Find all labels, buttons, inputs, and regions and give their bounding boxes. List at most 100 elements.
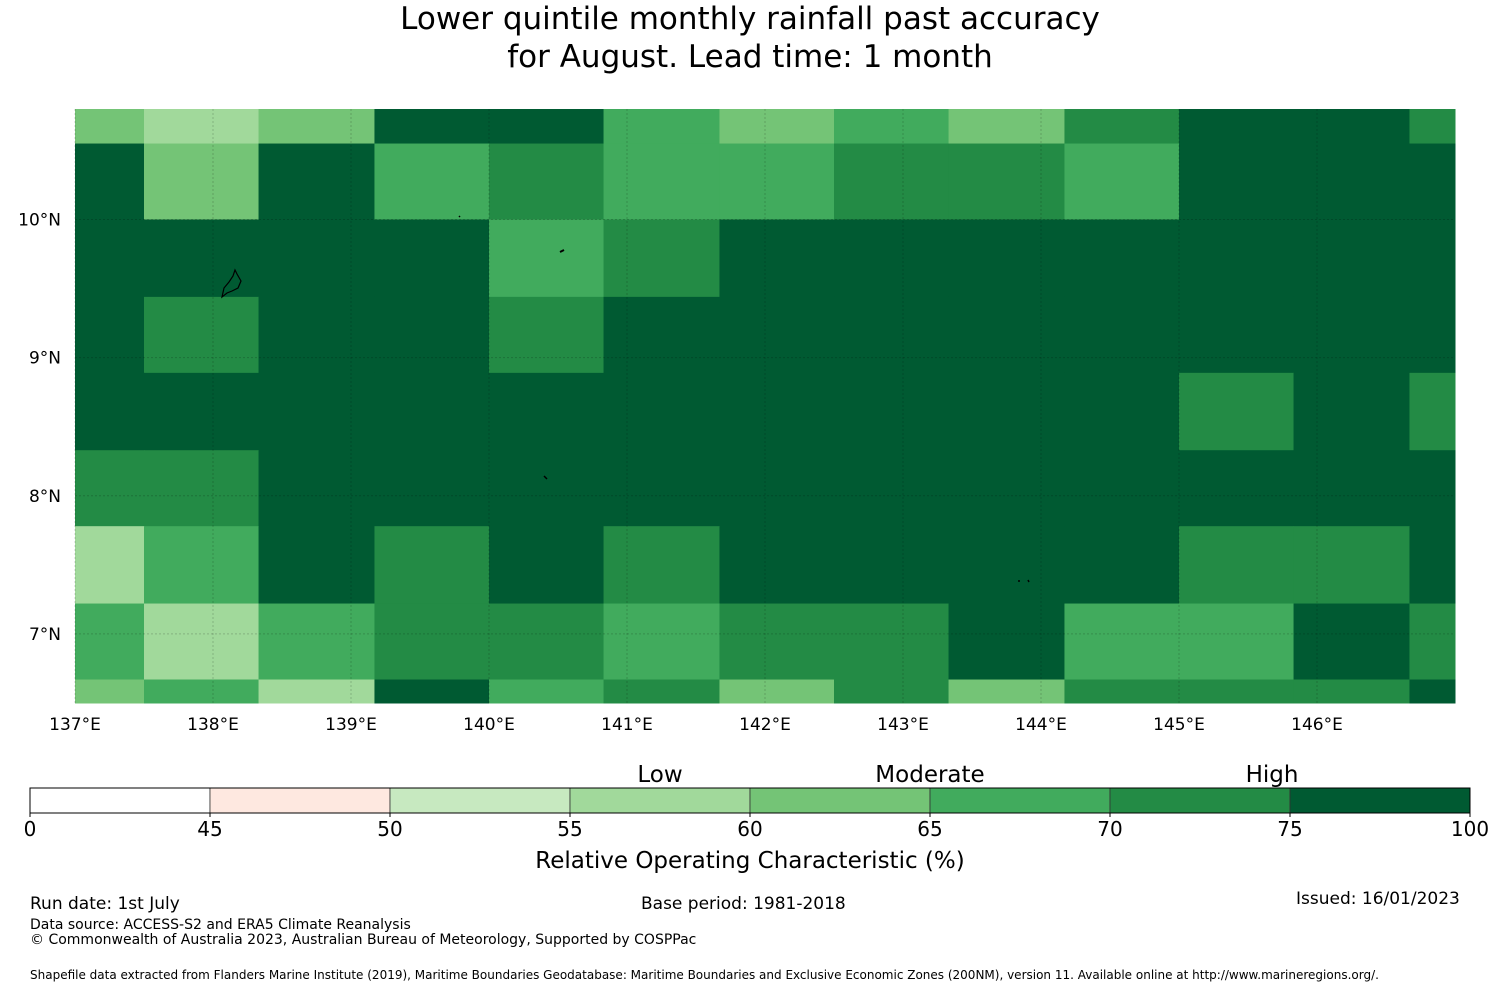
heatmap-cell	[75, 109, 145, 145]
heatmap-cell	[1179, 526, 1295, 605]
colorbar-segment	[1109, 787, 1291, 814]
heatmap-cell	[1409, 450, 1456, 527]
colorbar-segment	[389, 787, 571, 814]
heatmap-cell	[1409, 219, 1456, 298]
y-tick-label: 7°N	[29, 625, 61, 645]
x-tick-label: 145°E	[1153, 715, 1205, 735]
x-tick-label: 138°E	[187, 715, 239, 735]
y-tick-label: 9°N	[29, 349, 61, 369]
heatmap-cell	[144, 526, 260, 605]
run-date: Run date: 1st July	[30, 894, 180, 914]
heatmap-cell	[603, 603, 720, 681]
heatmap-cell	[1409, 679, 1456, 704]
data-source: Data source: ACCESS-S2 and ERA5 Climate …	[30, 917, 411, 933]
heatmap-cell	[719, 372, 835, 451]
y-tick-label: 8°N	[29, 487, 61, 507]
x-axis-ticks: 137°E 138°E 139°E 140°E 141°E 142°E 143°E 144°E…	[49, 715, 1343, 735]
heatmap-cell	[489, 372, 605, 451]
heatmap-cell	[1179, 219, 1295, 298]
heatmap-cell	[948, 450, 1065, 527]
heatmap-cell	[834, 526, 950, 605]
heatmap-cell	[489, 143, 605, 221]
heatmap-cell	[144, 296, 260, 374]
heatmap-cell	[374, 296, 490, 374]
colorbar-category-label: Moderate	[875, 762, 984, 788]
heatmap-cell	[75, 603, 145, 681]
heatmap-cell	[75, 143, 145, 221]
colorbar-axis-label: Relative Operating Characteristic (%)	[535, 848, 964, 874]
heatmap-cell	[603, 296, 720, 374]
heatmap-cell	[1064, 109, 1180, 145]
heatmap-cell	[75, 372, 145, 451]
heatmap-cell	[144, 679, 260, 704]
x-tick-label: 142°E	[739, 715, 791, 735]
heatmap-cell	[1293, 526, 1410, 605]
x-tick-label: 141°E	[601, 715, 653, 735]
heatmap-cell	[948, 372, 1065, 451]
heatmap-cell	[1409, 296, 1456, 374]
heatmap-cell	[258, 603, 375, 681]
island-outline	[458, 215, 461, 218]
heatmap-cell	[374, 450, 490, 527]
heatmap-cell	[948, 219, 1065, 298]
y-axis-ticks: 10°N 9°N 8°N 7°N	[18, 211, 61, 645]
heatmap-cell	[834, 372, 950, 451]
heatmap-cell	[144, 603, 260, 681]
heatmap-cell	[1064, 372, 1180, 451]
heatmap-cell	[1293, 450, 1410, 527]
colorbar: 0 45 50 55 60 65 70 75 100 Low Moderate High Relativ…	[24, 762, 1489, 874]
heatmap-cell	[75, 679, 145, 704]
heatmap-cell	[258, 109, 375, 145]
heatmap-cell	[1064, 296, 1180, 374]
heatmap-cell	[603, 109, 720, 145]
heatmap-cell	[258, 526, 375, 605]
x-tick-label: 144°E	[1015, 715, 1067, 735]
island-outline	[559, 249, 565, 253]
heatmap-cell	[1409, 526, 1456, 605]
heatmap-cell	[75, 296, 145, 374]
heatmap-cell	[719, 526, 835, 605]
chart-title-line-1: Lower quintile monthly rainfall past acc…	[400, 1, 1100, 37]
colorbar-segment	[749, 787, 931, 814]
heatmap-cell	[258, 296, 375, 374]
heatmap-cell	[1179, 679, 1295, 704]
heatmap-cell	[603, 219, 720, 298]
colorbar-category-label: Low	[637, 762, 682, 788]
heatmap-cell	[1293, 219, 1410, 298]
heatmap-cell	[374, 219, 490, 298]
heatmap-cell	[948, 109, 1065, 145]
heatmap-cell	[144, 450, 260, 527]
graticule	[74, 109, 1455, 703]
colorbar-tick-label: 60	[737, 817, 762, 841]
y-tick-label: 10°N	[18, 211, 61, 231]
colorbar-category-label: High	[1246, 762, 1299, 788]
colorbar-tick-label: 75	[1277, 817, 1302, 841]
heatmap-cell	[258, 143, 375, 221]
heatmap-cell	[1409, 109, 1456, 145]
heatmap-cell	[144, 143, 260, 221]
heatmap-cell	[1409, 372, 1456, 451]
heatmap-cell	[834, 679, 950, 704]
heatmap-cell	[374, 109, 490, 145]
heatmap-cell	[834, 603, 950, 681]
heatmap-cell	[719, 450, 835, 527]
colorbar-tick-label: 0	[24, 817, 37, 841]
heatmap-cell	[1179, 372, 1295, 451]
heatmap-cell	[948, 679, 1065, 704]
heatmap-cell	[1293, 679, 1410, 704]
heatmap-cell	[489, 219, 605, 298]
heatmap-cell	[1179, 296, 1295, 374]
colorbar-tick-label: 55	[557, 817, 582, 841]
island-outline	[543, 475, 548, 480]
heatmap-cell	[1179, 603, 1295, 681]
heatmap-cell	[1293, 372, 1410, 451]
heatmap-cell	[1409, 603, 1456, 681]
colorbar-segment	[29, 787, 211, 814]
heatmap-cell	[1179, 109, 1295, 145]
heatmap-cell	[603, 143, 720, 221]
heatmap-cell	[948, 296, 1065, 374]
base-period: Base period: 1981-2018	[641, 894, 846, 914]
heatmap-cell	[719, 296, 835, 374]
island-outline	[221, 268, 242, 299]
shapefile-credit: Shapefile data extracted from Flanders M…	[30, 968, 1379, 982]
